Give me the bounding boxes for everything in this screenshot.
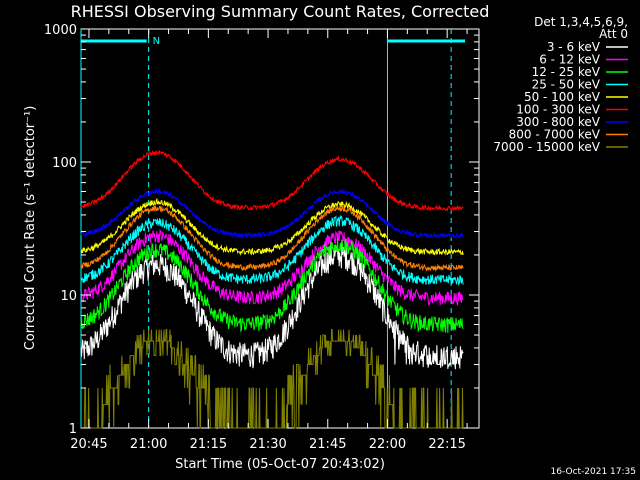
- legend-label-9: 7000 - 15000 keV: [493, 140, 600, 154]
- x-axis: 20:45 21:00 21:15 21:30 21:45 22:00 22:15: [70, 29, 468, 452]
- legend-label-4: 25 - 50 keV: [532, 78, 601, 92]
- x-tick-label: 21:00: [130, 437, 167, 452]
- series-line-8: [80, 205, 464, 273]
- series-line-5: [80, 197, 464, 256]
- x-tick-label: 22:15: [428, 437, 465, 452]
- legend-label-3: 12 - 25 keV: [532, 65, 601, 79]
- y-tick-label: 1: [69, 422, 77, 437]
- series-line-4: [80, 214, 464, 286]
- series-layer: [80, 149, 464, 429]
- legend-label-6: 100 - 300 keV: [516, 103, 600, 117]
- series-line-6: [80, 149, 464, 213]
- footer-date: 16-Oct-2021 17:35: [551, 467, 636, 477]
- legend-label-5: 50 - 100 keV: [524, 90, 601, 104]
- x-tick-label: 21:45: [309, 437, 346, 452]
- chart-title: RHESSI Observing Summary Count Rates, Co…: [71, 2, 490, 21]
- x-axis-label: Start Time (05-Oct-07 20:43:02): [175, 457, 385, 472]
- y-axis: 1 10 100 1000: [44, 23, 479, 437]
- series-line-2: [80, 228, 464, 306]
- legend-label-2: 6 - 12 keV: [539, 53, 601, 67]
- legend-label-7: 300 - 800 keV: [516, 115, 600, 129]
- annotation-label: N: [153, 36, 160, 47]
- x-tick-label: 20:45: [70, 437, 107, 452]
- y-tick-label: 100: [52, 156, 77, 171]
- y-tick-label: 10: [60, 289, 77, 304]
- legend-label-1: 3 - 6 keV: [547, 40, 601, 54]
- overlay-lines: N: [80, 29, 466, 428]
- x-tick-label: 22:00: [369, 437, 406, 452]
- legend-header-2: Att 0: [599, 27, 628, 41]
- y-axis-label: Corrected Count Rate (s⁻¹ detector⁻¹): [23, 106, 38, 351]
- series-line-1: [80, 244, 464, 370]
- legend-header-1: Det 1,3,4,5,6,9,: [534, 15, 628, 29]
- y-tick-label: 1000: [44, 23, 77, 38]
- x-tick-label: 21:15: [190, 437, 227, 452]
- series-line-9: [81, 329, 464, 429]
- x-tick-label: 21:30: [249, 437, 286, 452]
- series-line-7: [80, 187, 464, 240]
- series-line-3: [80, 238, 464, 333]
- legend-label-8: 800 - 7000 keV: [509, 128, 601, 142]
